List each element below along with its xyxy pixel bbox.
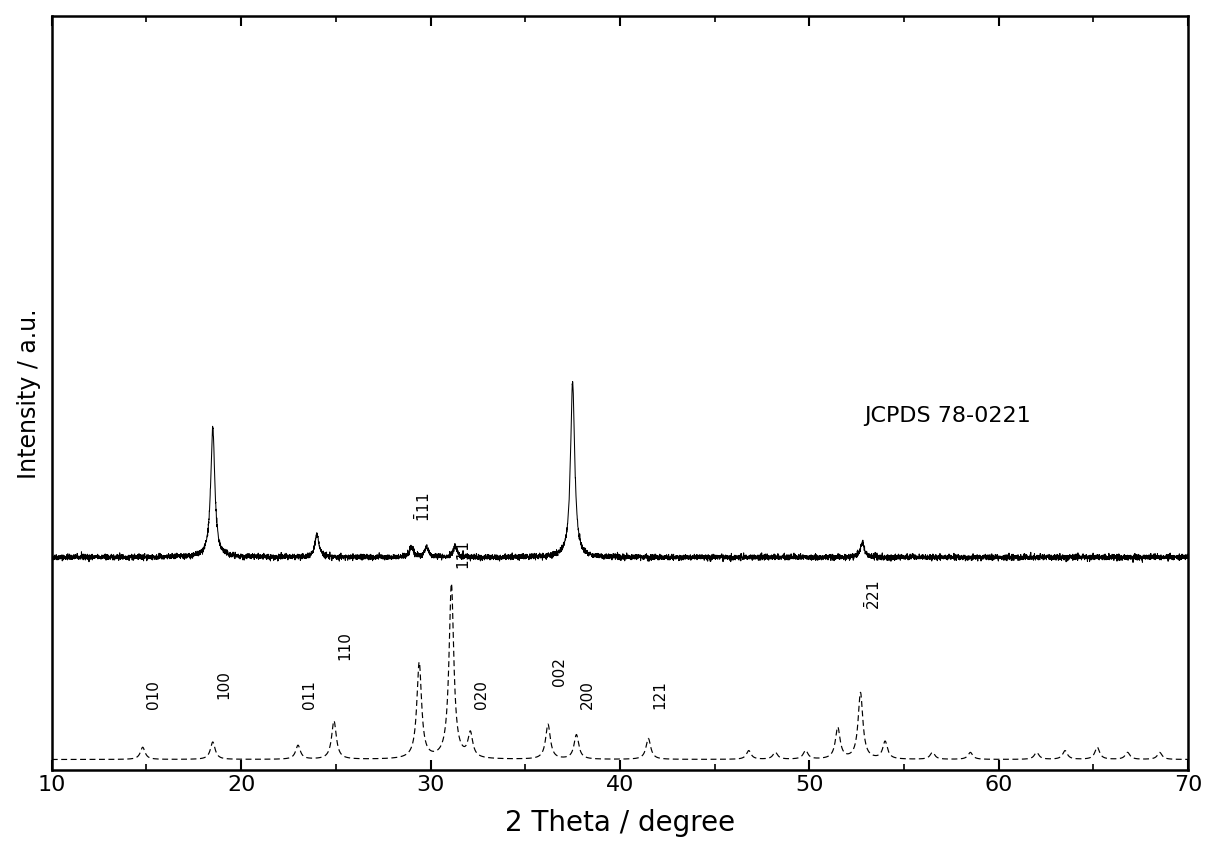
Text: $\bar{1}$11: $\bar{1}$11 xyxy=(413,492,433,522)
X-axis label: 2 Theta / degree: 2 Theta / degree xyxy=(505,809,735,836)
Text: 100: 100 xyxy=(217,670,232,699)
Text: 121: 121 xyxy=(652,679,667,708)
Text: 110: 110 xyxy=(338,630,352,659)
Y-axis label: Intensity / a.u.: Intensity / a.u. xyxy=(17,308,40,479)
Text: 011: 011 xyxy=(302,679,317,708)
Text: JCPDS 78-0221: JCPDS 78-0221 xyxy=(864,406,1031,426)
Text: $\bar{2}$21: $\bar{2}$21 xyxy=(864,579,884,609)
Text: 002: 002 xyxy=(552,656,567,685)
Text: 010: 010 xyxy=(146,679,161,708)
Text: 020: 020 xyxy=(474,679,489,708)
Text: 111: 111 xyxy=(455,539,471,567)
Text: 200: 200 xyxy=(580,679,595,708)
